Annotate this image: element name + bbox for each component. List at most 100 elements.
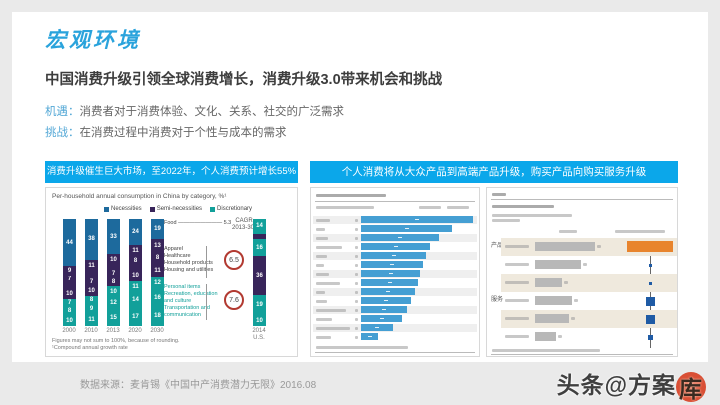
bar-segment: 10 (63, 315, 76, 326)
bar-value-placeholder (379, 318, 384, 319)
watermark-seal-icon: 库 (676, 372, 706, 402)
bar-value-placeholder (404, 228, 409, 229)
row-value-placeholder (355, 327, 358, 330)
blue-square-marker (645, 314, 655, 324)
row-stripe (313, 324, 477, 332)
chart-b-legend-placeholder (419, 206, 441, 209)
cagr-circle-1: 6.5 (224, 250, 244, 270)
page-title: 宏观环境 (45, 29, 141, 52)
bar-segment: 7 (85, 277, 98, 286)
stacked-consumption-chart: Per-household annual consumption in Chin… (45, 187, 298, 357)
row-value-placeholder (355, 336, 358, 339)
chart-c-kicker-placeholder (492, 193, 506, 196)
bar-segment (107, 264, 120, 271)
bar-segment: 10 (129, 270, 142, 282)
bar-segment: 12 (151, 276, 164, 290)
bar-value-placeholder (391, 255, 396, 256)
divider (491, 199, 673, 200)
legend-swatch (210, 206, 216, 212)
product-service-upgrade-chart: 产品 服务 (486, 187, 678, 357)
bar-segment: 7 (63, 275, 76, 284)
bar-segment (129, 264, 142, 271)
row-label-placeholder (316, 273, 329, 276)
annotation-line: Apparel (164, 246, 183, 252)
col-header-2015-placeholder (559, 230, 577, 233)
bar-value-placeholder (597, 245, 601, 248)
bar-segment: 10 (107, 254, 120, 265)
chart-b-subtitle-placeholder (316, 206, 374, 209)
chart-b-title-placeholder (316, 194, 386, 197)
bar-segment: 11 (129, 281, 142, 293)
stacked-bar: 24 11 8 10 11 14 17 (129, 219, 142, 326)
challenge-label: 挑战： (45, 127, 80, 139)
watermark-text: 头条@方案 (556, 372, 676, 398)
row-value-placeholder (355, 282, 358, 285)
stacked-bar: 38 11 7 10 8 9 11 (85, 219, 98, 326)
row-label-placeholder (316, 300, 327, 303)
annotation-food: Food ———————— 5.3 (164, 220, 232, 226)
bar-value-placeholder (574, 299, 578, 302)
bar-segment: 10 (107, 286, 120, 298)
blue-square-marker (648, 281, 652, 285)
row-label-placeholder (505, 245, 529, 248)
bar-value-placeholder (367, 336, 372, 337)
row-label-placeholder (316, 237, 328, 240)
annotation-line: Healthcare (164, 252, 191, 259)
row-label-placeholder (316, 336, 331, 339)
bar-value-placeholder (398, 237, 402, 238)
bar-segment: 8 (63, 306, 76, 316)
bar-value-placeholder (386, 291, 390, 292)
row-value-placeholder (355, 291, 358, 294)
stacked-bar: 33 10 7 8 10 12 15 (107, 219, 120, 326)
bar-segment: 19 (151, 219, 164, 240)
bottom-rule (315, 352, 475, 353)
bar-segment: 10 (253, 315, 266, 326)
bar-segment (63, 283, 76, 289)
left-panel-header: 消费升级催生巨大市场，至2022年，个人消费预计增长55% (45, 161, 298, 183)
annotation-line: Recreation, education (164, 290, 218, 297)
row-label-placeholder (505, 263, 529, 266)
annotation-line: Transportation and (164, 304, 210, 311)
bar-segment: 15 (107, 309, 120, 326)
axis-line (650, 238, 651, 348)
bracket-line (206, 246, 207, 278)
bar-value-placeholder (415, 219, 419, 220)
bar-segment: 33 (107, 219, 120, 255)
legend-label: Discretionary (217, 206, 253, 212)
bar-segment: 7 (63, 299, 76, 307)
bar-segment: 16 (253, 239, 266, 257)
chart-a-title: Per-household annual consumption in Chin… (52, 193, 227, 200)
group-label: 产品 (491, 243, 504, 249)
legend-item: Semi-necessities (149, 206, 203, 212)
legend-label: Semi-necessities (156, 206, 203, 212)
legend-item: Necessities (104, 206, 142, 212)
blue-square-marker (648, 263, 652, 267)
divider (315, 201, 475, 202)
legend-item: Discretionary (210, 206, 252, 212)
annotation-group2: Personal items Recreation, education and c… (164, 284, 218, 318)
chart-a-footnote: Figures may not sum to 100%, because of … (52, 338, 180, 352)
bar-value-placeholder (390, 264, 394, 265)
row-label-placeholder (505, 335, 529, 338)
watermark: 头条@方案库 (557, 366, 706, 402)
chart-c-footnote-placeholder (492, 349, 600, 352)
bar-segment: 36 (253, 256, 266, 295)
us-bar-label: 2014 (252, 328, 266, 334)
gray-bar (535, 314, 569, 323)
bar-value-placeholder (384, 300, 388, 301)
bar-value-placeholder (388, 273, 393, 274)
bar-value-placeholder (393, 246, 398, 247)
opportunity-line: 机遇：消费者对于消费体验、文化、关系、社交的广泛需求 (45, 103, 344, 119)
annotation-line: Personal items (164, 284, 201, 290)
row-label-placeholder (316, 291, 325, 294)
row-label-placeholder (316, 255, 327, 258)
bar-segment: 11 (129, 244, 142, 257)
row-label-placeholder (505, 317, 529, 320)
bar-segment: 44 (63, 219, 76, 267)
chart-c-title-placeholder (492, 205, 554, 208)
chart-b-footnote-placeholder (316, 346, 408, 349)
bar-segment: 18 (151, 306, 164, 326)
bottom-rule (491, 354, 673, 355)
row-label-placeholder (316, 309, 346, 312)
